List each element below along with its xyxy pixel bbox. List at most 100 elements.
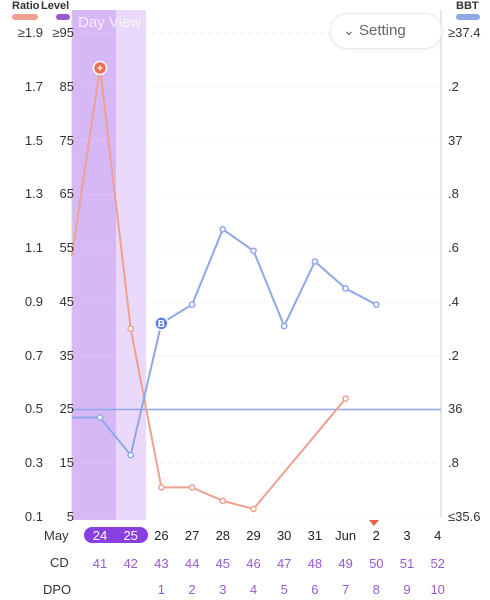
dpo-cell[interactable]: 8 — [372, 582, 380, 597]
date-cell[interactable]: 25 — [123, 528, 138, 543]
ratio-axis-title: Ratio — [12, 0, 40, 12]
bbt-legend-bar — [456, 14, 480, 20]
date-cell[interactable]: 31 — [307, 528, 323, 543]
level-tick-label: 5 — [66, 509, 74, 524]
ratio-tick-label: 0.7 — [24, 347, 43, 363]
bbt-tick-label: .4 — [448, 293, 459, 309]
chevron-down-icon: ⌄ — [343, 22, 355, 38]
ratio-tick-label: ≥1.9 — [17, 25, 43, 40]
cd-cell[interactable]: 45 — [215, 556, 231, 571]
day-view-highlight-strong — [72, 10, 116, 520]
bbt-tick-label: .8 — [448, 186, 459, 202]
day-view-highlight-light — [116, 10, 146, 520]
dpo-row-label: DPO — [43, 582, 72, 597]
date-cell[interactable]: 26 — [154, 528, 169, 543]
bbt-tick-label: 36 — [448, 401, 463, 417]
level-tick-label: 25 — [59, 401, 74, 417]
date-cell[interactable]: Jun — [335, 528, 357, 543]
date-cell[interactable]: 3 — [403, 528, 411, 543]
bbt-point — [250, 247, 257, 255]
bbt-tick-label: .2 — [448, 347, 459, 363]
cd-cell[interactable]: 41 — [92, 556, 108, 571]
ratio-tick-label: 0.1 — [24, 509, 43, 524]
bbt-point — [311, 258, 319, 265]
dpo-cell[interactable]: 6 — [311, 582, 319, 597]
selected-days-pill[interactable] — [84, 527, 148, 543]
bbt-point — [280, 322, 288, 330]
level-tick-label: 35 — [59, 347, 74, 363]
cd-cell[interactable]: 47 — [276, 556, 292, 571]
bbt-tick-label: .8 — [448, 455, 459, 471]
bbt-tick-label: .6 — [448, 240, 459, 256]
ratio-point — [188, 484, 196, 491]
ratio-marker-plus — [92, 60, 108, 76]
ratio-tick-label: 1.3 — [24, 186, 43, 202]
setting-button-label: Setting — [359, 22, 406, 39]
ratio-tick-label: 1.7 — [24, 78, 43, 94]
day-view-label: Day View — [78, 14, 142, 31]
level-tick-label: 85 — [59, 78, 74, 94]
ratio-point — [158, 484, 165, 491]
ratio-point — [127, 325, 135, 333]
ratio-line — [71, 66, 347, 510]
cd-cell[interactable]: 44 — [184, 556, 200, 571]
next-period-marker — [369, 520, 379, 526]
cd-cell[interactable]: 48 — [307, 556, 323, 571]
ratio-tick-label: 0.9 — [24, 293, 43, 309]
ratio-point — [250, 505, 257, 513]
date-cell[interactable]: 24 — [92, 528, 108, 543]
marker-symbol: B — [158, 319, 165, 330]
dpo-cell[interactable]: 10 — [430, 582, 445, 597]
setting-button[interactable]: ⌄ Setting — [330, 13, 442, 49]
date-cell[interactable]: 29 — [246, 528, 261, 543]
date-cell[interactable]: 28 — [215, 528, 231, 543]
level-tick-label: 45 — [59, 293, 74, 309]
dpo-cell[interactable]: 4 — [249, 582, 258, 597]
cd-cell[interactable]: 49 — [338, 556, 353, 571]
level-axis-title: Level — [41, 0, 70, 12]
bbt-marker-b — [154, 316, 169, 331]
dpo-cell[interactable]: 7 — [341, 582, 350, 597]
dpo-cell[interactable]: 1 — [157, 582, 165, 597]
level-tick-label: 55 — [59, 240, 74, 256]
cd-cell[interactable]: 42 — [123, 556, 138, 571]
bbt-tick-label: ≤35.6 — [448, 509, 481, 524]
ratio-tick-label: 0.3 — [24, 455, 43, 471]
date-cell[interactable]: 4 — [434, 528, 442, 543]
date-cell[interactable]: 30 — [276, 528, 292, 543]
ratio-point — [219, 497, 227, 505]
cd-cell[interactable]: 46 — [246, 556, 261, 571]
level-tick-label: ≥95 — [52, 25, 74, 40]
ratio-tick-label: 0.5 — [24, 401, 43, 417]
ratio-tick-label: 1.1 — [24, 240, 43, 256]
level-tick-label: 65 — [59, 186, 74, 202]
month-label: May — [44, 528, 69, 543]
bbt-point — [342, 285, 349, 292]
marker-symbol: + — [97, 64, 103, 75]
cd-cell[interactable]: 51 — [399, 556, 415, 571]
bbt-axis-title: BBT — [456, 0, 479, 12]
level-tick-label: 75 — [59, 132, 74, 148]
ratio-tick-label: 1.5 — [24, 132, 43, 148]
cd-cell[interactable]: 50 — [369, 556, 384, 571]
dpo-cell[interactable]: 9 — [403, 582, 411, 597]
date-cell[interactable]: 27 — [184, 528, 200, 543]
dpo-cell[interactable]: 5 — [280, 582, 288, 597]
cd-cell[interactable]: 52 — [430, 556, 445, 571]
ratio-legend-bar — [12, 14, 38, 20]
bbt-point — [219, 225, 227, 233]
level-tick-label: 15 — [59, 455, 74, 471]
bbt-tick-label: ≥37.4 — [448, 25, 481, 40]
ratio-point — [342, 395, 349, 403]
bbt-point — [127, 451, 135, 459]
cd-cell[interactable]: 43 — [154, 556, 169, 571]
dpo-cell[interactable]: 2 — [188, 582, 196, 597]
bbt-point — [96, 414, 104, 421]
bbt-tick-label: .2 — [448, 78, 459, 94]
bbt-point — [188, 301, 196, 308]
dpo-cell[interactable]: 3 — [219, 582, 227, 597]
date-cell[interactable]: 2 — [372, 528, 380, 543]
cd-row-label: CD — [50, 555, 69, 570]
level-legend-bar — [56, 14, 70, 20]
